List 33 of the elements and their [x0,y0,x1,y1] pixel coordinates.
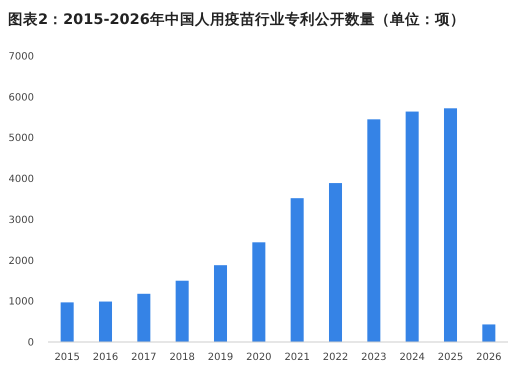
x-tick-label: 2019 [208,352,234,363]
bar [367,119,380,342]
bar [406,112,419,342]
y-tick-label: 5000 [8,133,34,144]
x-tick-label: 2017 [131,352,157,363]
bar [98,302,112,342]
chart-title: 图表2：2015-2026年中国人用疫苗行业专利公开数量（单位：项） [8,11,465,28]
bar [176,280,189,342]
y-tick-label: 7000 [8,52,34,62]
x-tick-label: 2024 [399,352,425,363]
bar [137,294,150,342]
bar [444,108,458,342]
y-tick-label: 3000 [8,214,34,226]
x-tick-label: 2026 [476,352,502,363]
x-tick-label: 2022 [322,352,348,363]
y-tick-label: 4000 [8,174,34,186]
x-tick-label: 2020 [246,352,272,363]
x-tick-label: 2025 [438,352,464,363]
bar [60,302,74,342]
x-tick-label: 2021 [284,352,310,363]
y-tick-label: 2000 [8,256,34,267]
y-tick-label: 0 [28,338,34,348]
bar [252,242,266,342]
x-tick-label: 2016 [92,352,118,363]
x-tick-label: 2023 [361,352,387,363]
y-tick-label: 1000 [8,296,34,308]
y-tick-label: 6000 [8,92,34,104]
x-tick-label: 2015 [54,352,80,363]
bar [214,265,228,342]
bar [328,183,342,342]
x-tick-label: 2018 [169,352,195,363]
bar [482,324,496,342]
bar [290,198,304,342]
